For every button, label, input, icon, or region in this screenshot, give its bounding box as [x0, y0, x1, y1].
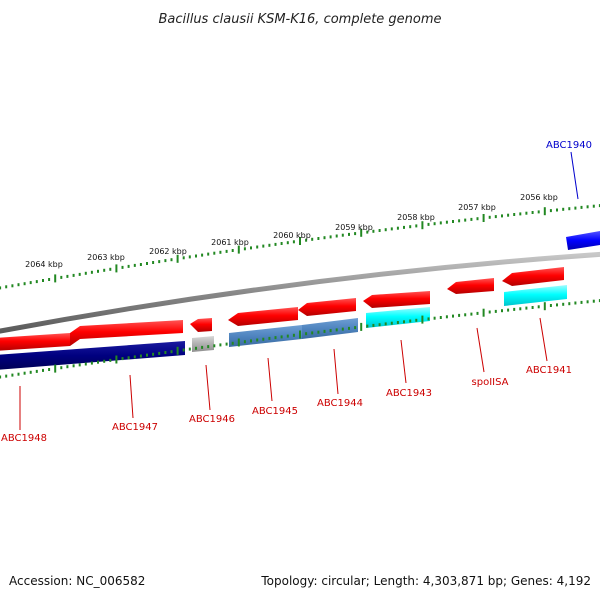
- gene-label-abc1943[interactable]: ABC1943: [386, 388, 432, 399]
- leader-abc1941: [539, 317, 548, 362]
- cds-track: [0, 285, 567, 370]
- leader-abc1940: [570, 151, 579, 200]
- gene-label-spoIISA[interactable]: spoIISA: [472, 377, 509, 388]
- tick-label-2064: 2064 kbp: [25, 260, 63, 269]
- tick-label-2061: 2061 kbp: [211, 238, 249, 247]
- tick-label-2062: 2062 kbp: [149, 247, 187, 256]
- cds-steelblue-feature-1[interactable]: [229, 325, 302, 347]
- cds-steelblue-feature-2[interactable]: [302, 318, 358, 339]
- inner-tick-ruler: [0, 299, 600, 379]
- gene-arrow-abc1946[interactable]: [190, 318, 212, 332]
- gene-label-abc1945[interactable]: ABC1945: [252, 406, 298, 417]
- outer-tick-ruler: [0, 204, 600, 290]
- gene-arrow-abc1945[interactable]: [228, 307, 298, 326]
- gene-arrow-abc1941[interactable]: [502, 267, 564, 286]
- gene-label-abc1944[interactable]: ABC1944: [317, 398, 363, 409]
- leader-spoIISA: [476, 327, 485, 373]
- leader-abc1947: [129, 374, 134, 419]
- gene-label-abc1948[interactable]: ABC1948: [1, 433, 47, 444]
- gene-arrow-abc1943[interactable]: [363, 291, 430, 308]
- leader-abc1943: [400, 339, 407, 384]
- tick-label-2060: 2060 kbp: [273, 231, 311, 240]
- cds-cyan-feature-1[interactable]: [366, 307, 430, 328]
- cds-blue-feature[interactable]: [566, 231, 600, 250]
- gene-labels: ABC1948 ABC1947 ABC1946 ABC1945 ABC1944 …: [1, 140, 592, 444]
- cds-navy-feature[interactable]: [0, 341, 185, 370]
- genome-backbone: [0, 251, 600, 334]
- gene-arrow-abc1948[interactable]: [0, 333, 70, 351]
- tick-label-2059: 2059 kbp: [335, 223, 373, 232]
- tick-label-2057: 2057 kbp: [458, 203, 496, 212]
- gene-arrow-abc1947[interactable]: [70, 320, 183, 346]
- topology-text: Topology: circular; Length: 4,303,871 bp…: [261, 574, 591, 588]
- label-leader-lines: [19, 151, 579, 430]
- leader-abc1946: [205, 364, 211, 411]
- map-title: Bacillus clausii KSM-K16, complete genom…: [158, 12, 441, 27]
- cds-cyan-feature-2[interactable]: [504, 285, 567, 306]
- tick-label-2056: 2056 kbp: [520, 193, 558, 202]
- leader-abc1944: [333, 348, 339, 395]
- gene-arrow-spoIISA[interactable]: [447, 278, 494, 294]
- tick-label-2058: 2058 kbp: [397, 213, 435, 222]
- gene-arrows: [0, 267, 564, 351]
- gene-label-abc1940[interactable]: ABC1940: [546, 140, 592, 151]
- leader-abc1945: [267, 357, 273, 402]
- gene-label-abc1941[interactable]: ABC1941: [526, 365, 572, 376]
- gene-label-abc1947[interactable]: ABC1947: [112, 422, 158, 433]
- gene-arrow-abc1944[interactable]: [298, 298, 356, 316]
- tick-labels: 2064 kbp 2063 kbp 2062 kbp 2061 kbp 2060…: [25, 193, 558, 269]
- tick-label-2063: 2063 kbp: [87, 253, 125, 262]
- gene-label-abc1946[interactable]: ABC1946: [189, 414, 235, 425]
- accession-text: Accession: NC_006582: [9, 574, 146, 588]
